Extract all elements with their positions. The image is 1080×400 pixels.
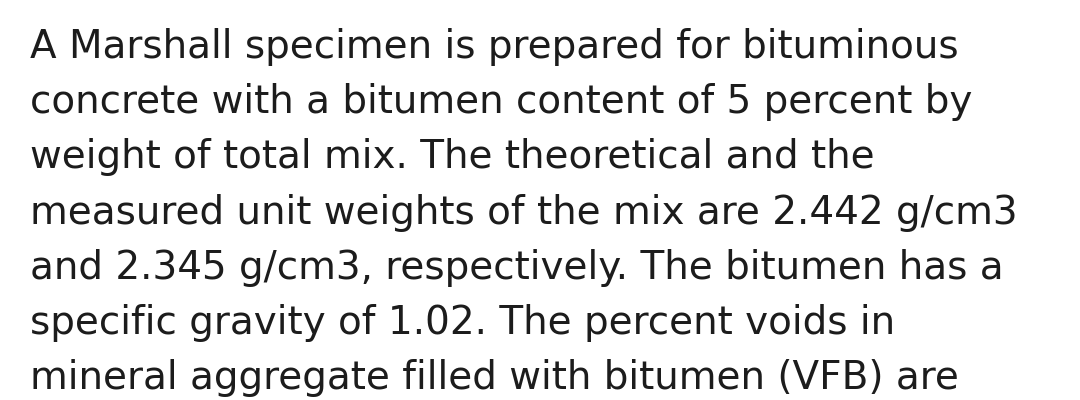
Text: A Marshall specimen is prepared for bituminous: A Marshall specimen is prepared for bitu… xyxy=(30,28,959,66)
Text: mineral aggregate filled with bitumen (VFB) are: mineral aggregate filled with bitumen (V… xyxy=(30,359,959,397)
Text: concrete with a bitumen content of 5 percent by: concrete with a bitumen content of 5 per… xyxy=(30,83,973,121)
Text: and 2.345 g/cm3, respectively. The bitumen has a: and 2.345 g/cm3, respectively. The bitum… xyxy=(30,249,1004,287)
Text: weight of total mix. The theoretical and the: weight of total mix. The theoretical and… xyxy=(30,138,875,176)
Text: specific gravity of 1.02. The percent voids in: specific gravity of 1.02. The percent vo… xyxy=(30,304,895,342)
Text: measured unit weights of the mix are 2.442 g/cm3: measured unit weights of the mix are 2.4… xyxy=(30,194,1017,232)
